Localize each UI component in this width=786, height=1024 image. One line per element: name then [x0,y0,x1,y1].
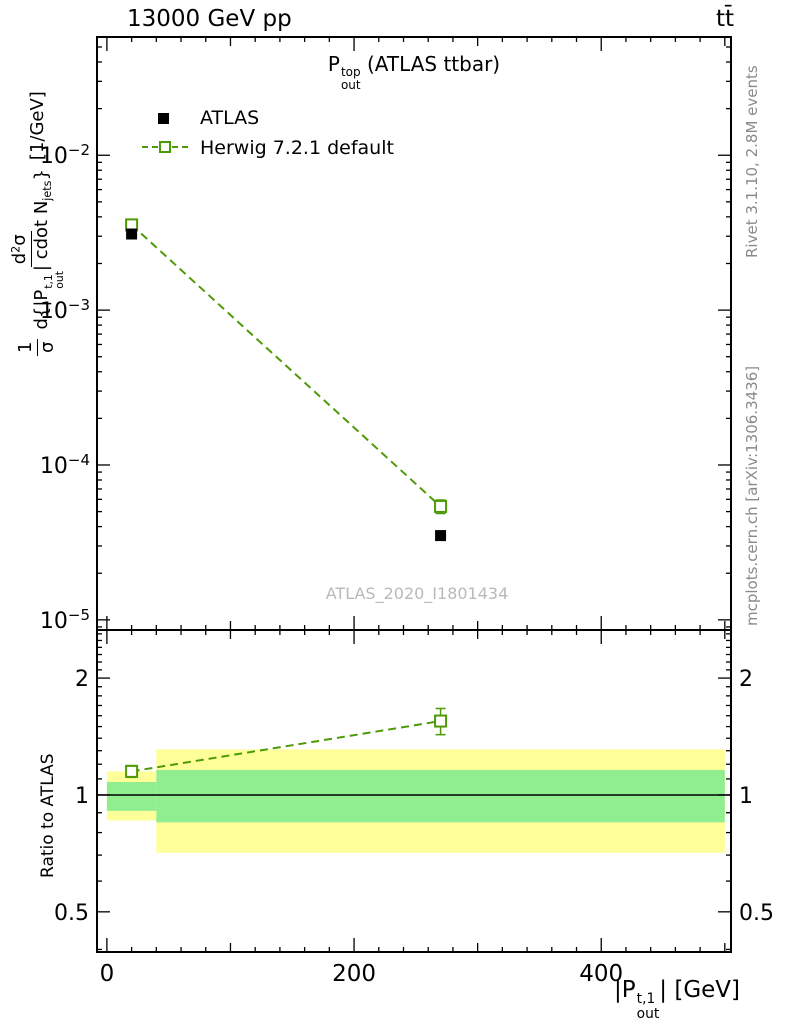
legend-item-atlas: ATLAS [142,103,394,133]
one-over-sigma-fraction: 1 σ [15,338,59,356]
main-y-axis-label: 1 σ d2σ d{|P t,1 out | cdot Njets} [1/GeV] [9,91,66,356]
svg-text:0.5: 0.5 [739,901,774,926]
filled-square-marker-icon [142,110,188,126]
herwig-curve-ratio [125,707,448,779]
svg-text:1: 1 [75,784,89,809]
legend-label: ATLAS [200,107,260,129]
svg-text:1: 1 [739,784,753,809]
sup-sub-stack: t,1 out [636,991,660,1022]
svg-text:2: 2 [739,667,753,692]
axis-ticks [97,37,731,952]
y-axis-units: [1/GeV] [27,91,49,161]
fraction-denominator: σ [37,341,59,353]
legend-item-herwig: Herwig 7.2.1 default [142,133,394,163]
ratio-panel-frame [96,629,732,953]
uncertainty-bands [106,749,725,853]
fraction-numerator: d2σ [9,231,32,268]
sup-sub-stack: t,1 out [41,271,66,289]
fraction-numerator: 1 [15,338,39,356]
dashed-line-open-square-marker-icon [142,140,188,156]
fraction-denominator: d{|P t,1 out | cdot Njets} [30,169,66,330]
herwig-curve-main [125,218,448,515]
sup-sub-stack: top out [340,65,361,92]
svg-text:0: 0 [100,961,115,987]
rivet-version-note: Rivet 3.1.10, 2.8M events [743,65,761,258]
ratio-y-axis-label: Ratio to ATLAS [38,753,58,879]
beam-energy-title: 13000 GeV pp [127,6,292,32]
legend: ATLAS Herwig 7.2.1 default [142,103,394,163]
svg-text:0.5: 0.5 [54,901,89,926]
atlas-data-points [126,228,447,542]
x-axis-label: |P t,1 out | [GeV] [614,977,740,1022]
mcplots-note: mcplots.cern.ch [arXiv:1306.3436] [743,365,761,626]
analysis-id-watermark: ATLAS_2020_I1801434 [325,584,509,603]
svg-text:10−5: 10−5 [40,606,90,634]
legend-label: Herwig 7.2.1 default [200,137,394,159]
svg-text:10−4: 10−4 [40,451,90,479]
svg-text:2: 2 [75,667,89,692]
differential-fraction: d2σ d{|P t,1 out | cdot Njets} [9,166,66,332]
svg-text:400: 400 [579,961,623,987]
svg-text:200: 200 [332,961,376,987]
process-title: tt̄ [715,6,734,32]
